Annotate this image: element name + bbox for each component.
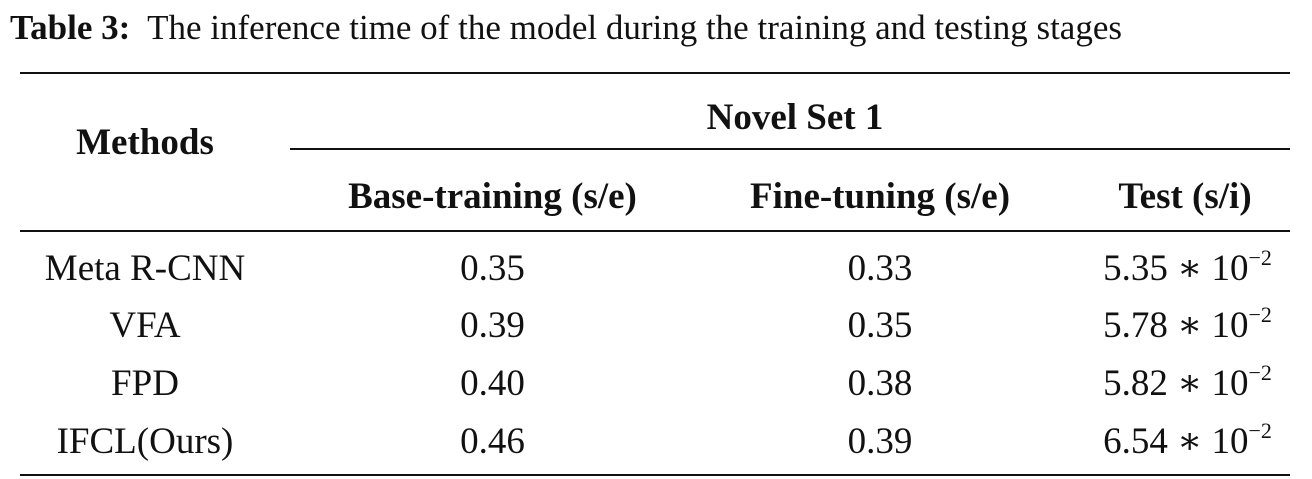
caption-text: The inference time of the model during t… <box>147 8 1122 47</box>
test-cell: 5.82 ∗ 10−2 <box>1080 361 1295 407</box>
table-caption: Table 3: The inference time of the model… <box>10 6 1310 50</box>
method-cell: FPD <box>111 363 179 404</box>
test-exponent: −2 <box>1248 359 1272 385</box>
method-cell: Meta R-CNN <box>44 248 246 289</box>
fine-tuning-cell: 0.33 <box>847 248 913 289</box>
test-cell: 6.54 ∗ 10−2 <box>1080 419 1295 465</box>
column-header-fine-tuning: Fine-tuning (s/e) <box>749 176 1011 217</box>
base-training-cell: 0.35 <box>460 248 525 289</box>
top-rule <box>20 72 1290 74</box>
test-cell: 5.78 ∗ 10−2 <box>1080 303 1295 349</box>
column-header-base-training: Base-training (s/e) <box>348 176 637 217</box>
base-training-cell: 0.39 <box>460 305 525 346</box>
test-exponent: −2 <box>1248 244 1272 270</box>
novel-set-header: Novel Set 1 <box>706 97 884 138</box>
test-exponent: −2 <box>1248 417 1272 443</box>
bottom-rule <box>20 474 1290 476</box>
test-exponent: −2 <box>1248 301 1272 327</box>
base-training-cell: 0.46 <box>460 421 525 462</box>
test-value: 6.54 ∗ 10 <box>1103 421 1249 462</box>
test-cell: 5.35 ∗ 10−2 <box>1080 246 1295 292</box>
header-rule <box>20 230 1290 232</box>
base-training-cell: 0.40 <box>460 363 525 404</box>
group-rule <box>290 148 1290 150</box>
test-value: 5.82 ∗ 10 <box>1103 363 1249 404</box>
test-value: 5.35 ∗ 10 <box>1103 248 1249 289</box>
fine-tuning-cell: 0.38 <box>847 363 913 404</box>
caption-label: Table 3: <box>10 8 131 47</box>
method-cell: IFCL(Ours) <box>56 421 234 462</box>
fine-tuning-cell: 0.35 <box>847 305 913 346</box>
test-value: 5.78 ∗ 10 <box>1103 305 1249 346</box>
method-cell: VFA <box>109 305 181 346</box>
column-header-test: Test (s/i) <box>1118 176 1252 217</box>
fine-tuning-cell: 0.39 <box>847 421 913 462</box>
methods-header: Methods <box>76 122 214 163</box>
